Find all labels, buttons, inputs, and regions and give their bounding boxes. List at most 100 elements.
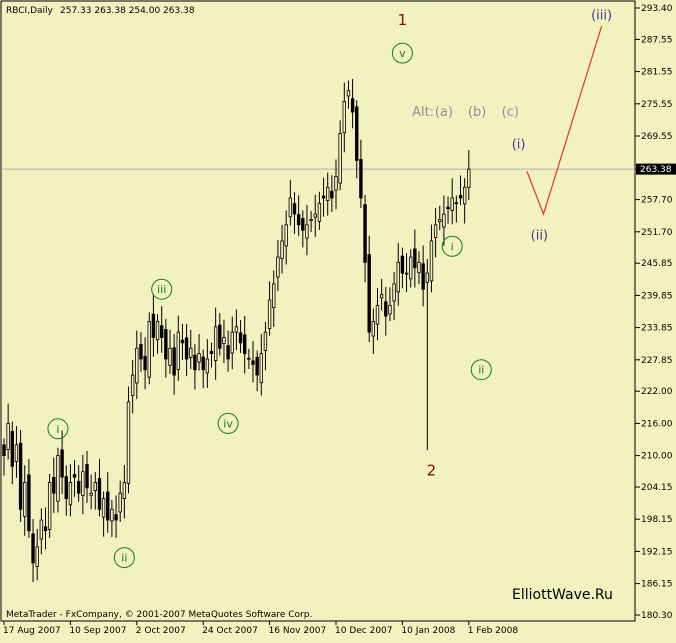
- wave-label-text: (ii): [531, 229, 548, 244]
- candle-body: [467, 168, 471, 188]
- wave-label-circle: [217, 412, 239, 434]
- price-tick-label: 222.00: [641, 387, 673, 397]
- candle-body: [193, 354, 197, 371]
- candle-body: [458, 194, 463, 199]
- candle-body: [313, 213, 317, 218]
- time-tick-label: 10 Dec 2007: [335, 626, 393, 636]
- candle-body: [330, 190, 334, 199]
- candle-body: [47, 482, 52, 530]
- candle-body: [226, 345, 230, 360]
- price-tick-label: 293.40: [641, 4, 673, 14]
- wave-label-text: ii: [478, 364, 484, 377]
- candle-body: [317, 202, 322, 222]
- candle-body: [433, 224, 438, 238]
- candle-body: [110, 508, 114, 522]
- candle-body: [404, 272, 409, 275]
- price-tick-label: 245.85: [641, 259, 673, 269]
- candle-body: [106, 491, 110, 521]
- wave-label-text: 1: [398, 11, 408, 29]
- candle-body: [292, 203, 297, 215]
- candle-body: [234, 326, 239, 333]
- candle-body: [77, 480, 81, 494]
- candle-body: [209, 350, 214, 355]
- candle-body: [421, 263, 425, 290]
- candle-body: [176, 331, 180, 370]
- candle-body: [72, 474, 77, 478]
- candle-body: [6, 423, 10, 450]
- wave-label-text: iv: [223, 417, 233, 430]
- candle-body: [342, 100, 346, 134]
- candle-body: [197, 353, 201, 363]
- candle-body: [130, 374, 135, 396]
- candle-body: [168, 347, 172, 366]
- candle-body: [384, 301, 388, 317]
- time-axis: 17 Aug 2007 10 Sep 2007 2 Oct 2007 24 Oct 2…: [3, 621, 518, 636]
- price-tick-label: 275.55: [641, 100, 673, 110]
- candle-body: [334, 176, 338, 191]
- candle-body: [18, 442, 23, 510]
- candle-body: [321, 195, 326, 199]
- candle-body: [413, 248, 417, 269]
- candles: [2, 78, 471, 583]
- candle-body: [14, 444, 19, 463]
- candle-body: [251, 360, 255, 365]
- candle-body: [230, 331, 234, 354]
- current-price-badge-text: 263.38: [640, 165, 672, 175]
- candle-body: [392, 283, 396, 302]
- candle-body: [371, 321, 376, 337]
- price-axis: 293.40 287.55 281.55 275.55 269.55 263.38 257.…: [635, 4, 673, 621]
- wave-label-circle: [47, 418, 69, 440]
- candle-body: [118, 492, 122, 513]
- wave-label-text: Alt:: [412, 105, 434, 120]
- candle-body: [201, 356, 205, 371]
- candle-body: [52, 477, 56, 494]
- candle-body: [222, 337, 226, 344]
- price-tick-label: 180.30: [641, 611, 673, 621]
- candle-body: [367, 254, 371, 333]
- time-tick-label: 10 Sep 2007: [69, 626, 126, 636]
- wave-projection-line: [526, 26, 603, 216]
- candle-body: [126, 401, 131, 484]
- price-tick-label: 227.85: [641, 356, 673, 366]
- candle-body: [417, 261, 421, 274]
- candle-body: [135, 347, 139, 384]
- candle-body: [31, 533, 35, 564]
- candle-body: [375, 304, 380, 325]
- plot-frame: [0, 0, 636, 622]
- wave-label-circle: [391, 42, 413, 64]
- price-tick-label: 210.00: [641, 452, 673, 462]
- candle-body: [218, 324, 222, 349]
- candle-body: [338, 133, 342, 184]
- price-tick-label: 216.00: [641, 419, 673, 429]
- candle-body: [450, 197, 454, 211]
- candle-body: [164, 329, 168, 360]
- wave-label-circle: [441, 235, 463, 257]
- price-tick-label: 233.85: [641, 324, 673, 334]
- candle-body: [2, 444, 6, 457]
- candle-body: [205, 358, 210, 374]
- time-tick-label: 2 Oct 2007: [136, 626, 186, 636]
- candle-body: [259, 353, 263, 384]
- candle-body: [438, 219, 442, 223]
- chart-header-symbol: RBCI,Daily: [6, 6, 54, 16]
- price-tick-label: 239.85: [641, 291, 673, 301]
- candle-body: [122, 482, 127, 499]
- candle-body: [68, 482, 73, 506]
- wave-label-text: (b): [468, 105, 486, 120]
- time-tick-label: 24 Oct 2007: [202, 626, 258, 636]
- wave-label-text: i: [56, 423, 59, 436]
- wave-label-text: iii: [157, 283, 166, 296]
- candle-body: [388, 304, 392, 315]
- candle-body: [159, 325, 164, 338]
- candle-body: [350, 98, 355, 113]
- candle-body: [155, 321, 160, 341]
- wave-label-text: (c): [502, 105, 519, 120]
- candle-body: [325, 186, 330, 201]
- candle-body: [429, 240, 434, 282]
- candle-body: [43, 526, 48, 532]
- candle-body: [346, 90, 351, 97]
- candle-body: [400, 255, 405, 274]
- candle-body: [442, 213, 446, 228]
